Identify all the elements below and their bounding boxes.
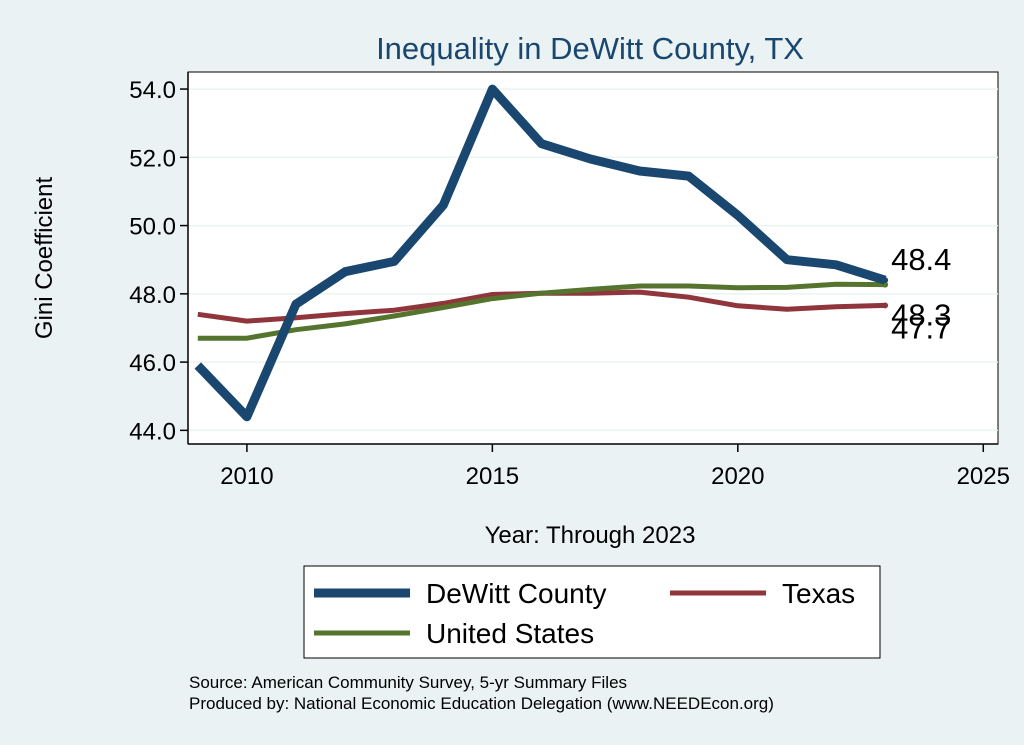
y-tick-label-1: 46.0 [129,350,176,377]
y-axis-label: Gini Coefficient [31,177,58,340]
legend: DeWitt County Texas United States [303,565,881,659]
legend-box [303,565,881,659]
y-tick-label-0: 44.0 [129,418,176,445]
x-tick-label-0: 2010 [220,463,273,490]
end-label-texas: 47.7 [891,310,951,345]
plot-area [187,71,999,445]
x-tick-label-2: 2020 [711,463,764,490]
series-lines [194,84,889,422]
x-axis: 2010 2015 2020 2025 [220,444,1010,490]
x-axis-label: Year: Through 2023 [485,522,696,549]
producer-note: Produced by: National Economic Education… [189,694,774,713]
legend-label-texas: Texas [782,578,855,609]
x-tick-label-3: 2025 [957,463,1010,490]
y-tick-label-3: 50.0 [129,214,176,241]
series-line-united-states [197,281,886,341]
source-note: Source: American Community Survey, 5-yr … [189,673,627,692]
end-label-united-states: 48.3 [891,298,951,333]
y-tick-label-4: 52.0 [129,145,176,172]
chart-title: Inequality in DeWitt County, TX [376,31,804,66]
legend-label-united-states: United States [426,618,594,649]
legend-label-dewitt-county: DeWitt County [426,578,607,609]
y-tick-label-2: 48.0 [129,282,176,309]
series-endpoint-texas [882,302,889,309]
y-tick-label-5: 54.0 [129,77,176,104]
series-line-dewitt-county [194,84,887,422]
end-labels: 48.4 47.748.3 [891,242,951,345]
x-tick-label-1: 2015 [466,463,519,490]
series-endpoint-dewitt-county [882,277,889,284]
end-label-dewitt-county: 48.4 [891,242,951,277]
y-axis: 44.0 46.0 48.0 50.0 52.0 54.0 [129,72,189,445]
